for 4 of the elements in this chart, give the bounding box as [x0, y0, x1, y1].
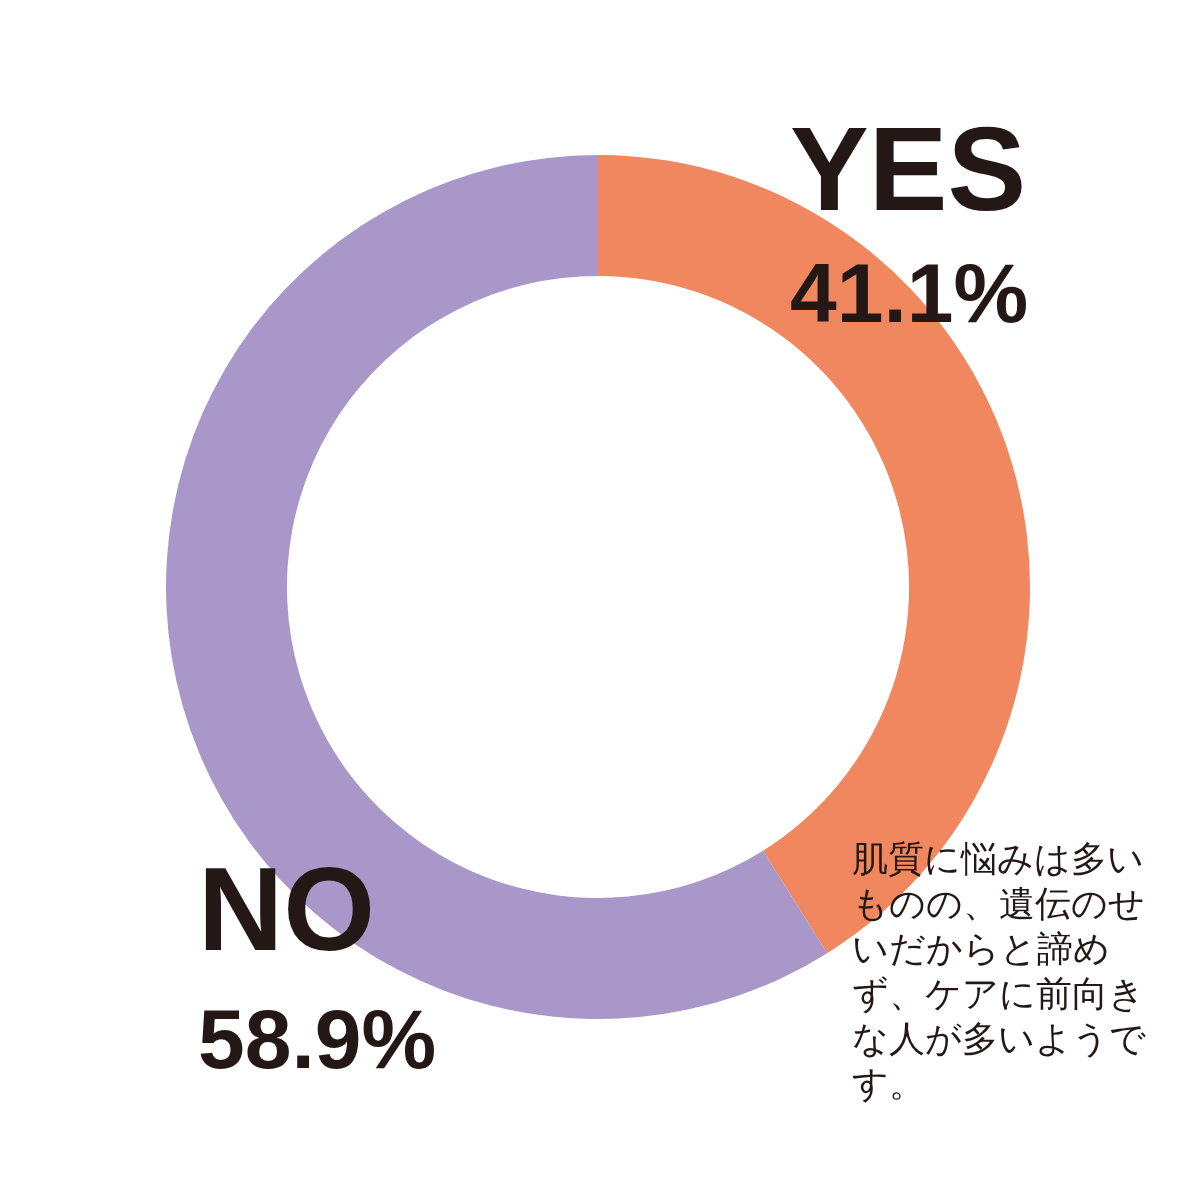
slice-label: NO [198, 843, 375, 975]
data-label: 58.9% [198, 992, 437, 1086]
slice-label: YES [790, 103, 1027, 235]
text: 肌質に悩みは多いものの、遺伝のせいだからと諦めず、ケアに前向きな人が多いようです。 [852, 837, 1147, 1106]
